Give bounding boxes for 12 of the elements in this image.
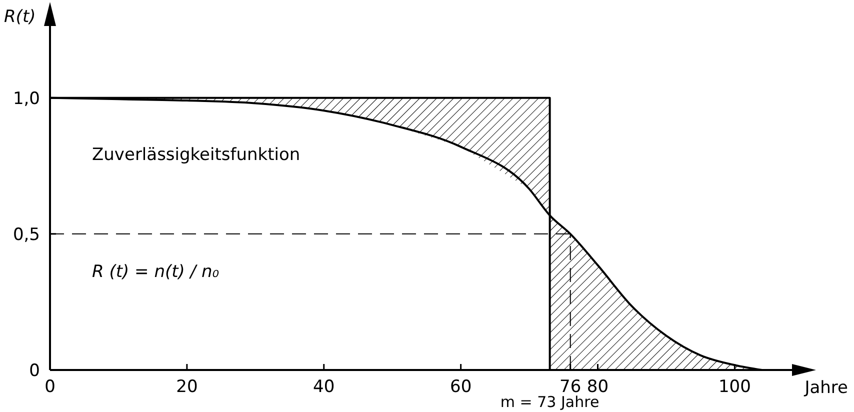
- annotation: R (t) = n(t) / n₀: [92, 262, 220, 282]
- x-tick-label: 100: [718, 377, 751, 398]
- x-tick-label: 20: [176, 377, 198, 398]
- y-tick-label: 0: [29, 360, 40, 381]
- x-axis-title: Jahre: [804, 378, 848, 398]
- y-tick-label: 1,0: [12, 88, 40, 109]
- x-tick-label: 0: [44, 377, 56, 398]
- y-tick-label: 0,5: [12, 224, 40, 245]
- x-tick-label: 60: [450, 377, 472, 398]
- annotation: Zuverlässigkeitsfunktion: [92, 145, 300, 165]
- y-axis-title: R(t): [4, 7, 36, 27]
- x-tick-label: 40: [313, 377, 335, 398]
